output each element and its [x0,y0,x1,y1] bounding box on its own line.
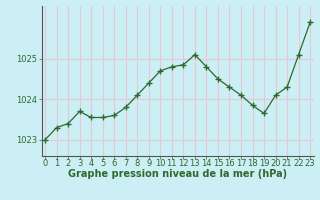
X-axis label: Graphe pression niveau de la mer (hPa): Graphe pression niveau de la mer (hPa) [68,169,287,179]
